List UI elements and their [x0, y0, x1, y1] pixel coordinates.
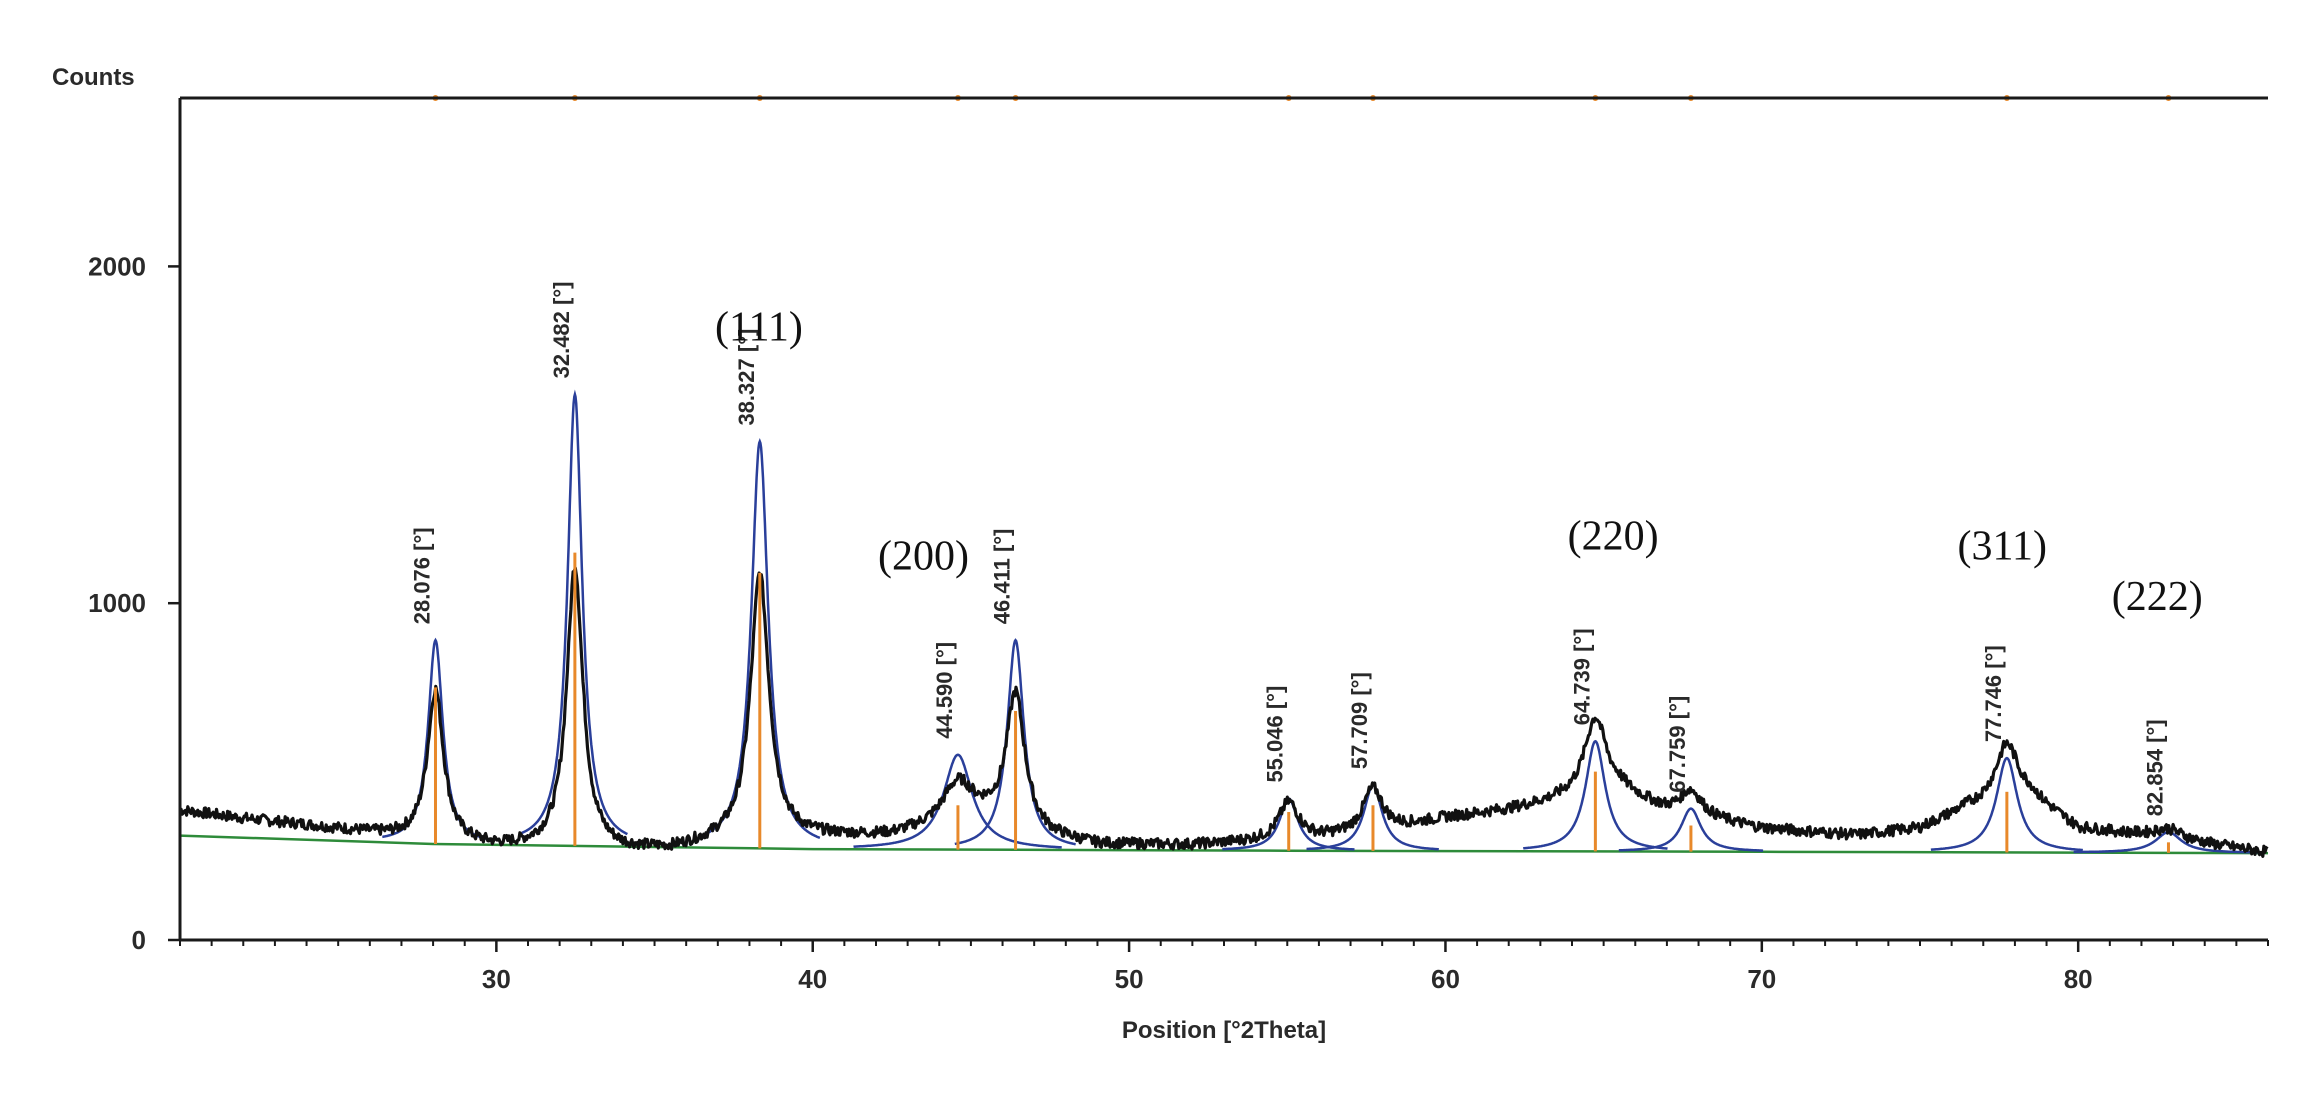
x-tick-label: 30 — [482, 964, 511, 994]
peak-position-labels: 28.076 [°] 32.482 [°] 38.327 [°] 44.590 … — [409, 282, 2167, 817]
hkl-annotation: (200) — [878, 534, 969, 580]
x-tick-label: 60 — [1431, 964, 1460, 994]
x-axis-title: Position [°2Theta] — [1122, 1017, 1326, 1044]
x-tick-label: 50 — [1115, 964, 1144, 994]
peak-label: 82.854 [°] — [2142, 719, 2167, 816]
fitted-peak-profile — [1523, 739, 1668, 850]
fitted-peak-profile — [1618, 807, 1764, 852]
peak-label: 57.709 [°] — [1347, 672, 1372, 769]
peak-label: 77.746 [°] — [1981, 645, 2006, 742]
peak-label: 67.759 [°] — [1665, 696, 1690, 793]
x-tick-label: 40 — [798, 964, 827, 994]
hkl-annotation: (220) — [1568, 513, 1659, 559]
peak-label: 28.076 [°] — [409, 527, 434, 624]
y-tick-label: 0 — [132, 925, 146, 955]
peak-label: 55.046 [°] — [1263, 686, 1288, 783]
plot-area — [179, 95, 2269, 858]
peak-label: 38.327 [°] — [734, 329, 759, 426]
fitted-peak-profile — [1930, 756, 2084, 852]
background-fit-line — [179, 834, 2269, 855]
fitted-peak-profile — [521, 389, 628, 836]
peak-label: 32.482 [°] — [549, 282, 574, 379]
peak-label: 64.739 [°] — [1569, 628, 1594, 725]
y-tick-labels: 0 1000 2000 — [88, 251, 146, 955]
x-tick-labels: 30 40 50 60 70 80 — [482, 964, 2093, 994]
hkl-annotation: (311) — [1958, 523, 2047, 569]
y-axis-title: Counts — [52, 64, 135, 91]
fitted-peak-profile — [954, 638, 1076, 846]
x-tick-label: 70 — [1747, 964, 1776, 994]
y-tick-label: 1000 — [88, 588, 146, 618]
observed-pattern-line — [179, 566, 2269, 858]
y-tick-label: 2000 — [88, 251, 146, 281]
peak-label: 46.411 [°] — [990, 529, 1015, 625]
miller-index-annotations: (111) (200) (220) (311) (222) — [715, 304, 2203, 619]
x-tick-label: 80 — [2064, 964, 2093, 994]
axis-ticks — [168, 265, 2269, 952]
fitted-peak-profile — [853, 753, 1062, 849]
hkl-annotation: (222) — [2112, 574, 2203, 620]
peak-label: 44.590 [°] — [932, 642, 957, 739]
hkl-annotation: (111) — [715, 304, 803, 350]
